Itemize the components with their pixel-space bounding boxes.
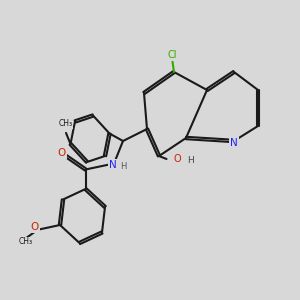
Text: H: H bbox=[120, 162, 127, 171]
Text: H: H bbox=[187, 156, 194, 165]
Text: N: N bbox=[230, 137, 238, 148]
Text: CH₃: CH₃ bbox=[18, 237, 33, 246]
Text: Cl: Cl bbox=[168, 50, 177, 61]
Text: O: O bbox=[30, 222, 39, 232]
Text: N: N bbox=[109, 160, 116, 170]
Text: O: O bbox=[57, 148, 66, 158]
Text: CH₃: CH₃ bbox=[59, 119, 73, 128]
Text: O: O bbox=[173, 154, 181, 164]
